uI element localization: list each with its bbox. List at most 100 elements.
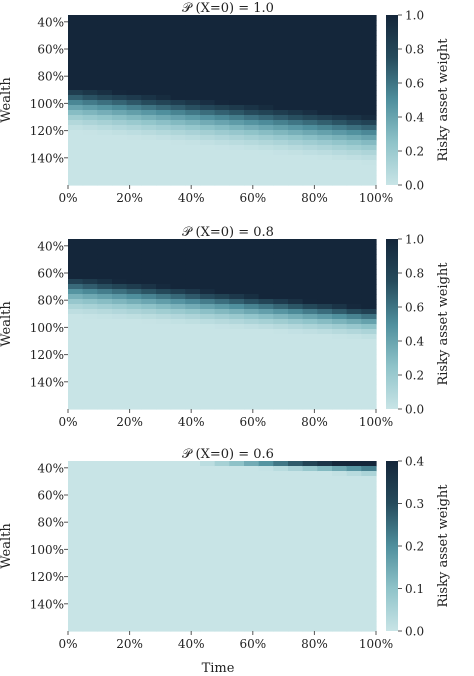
heatmap-cell [156,50,172,56]
heatmap-cell [273,551,289,557]
heatmap-cell [244,130,260,136]
heatmap-cell [317,314,333,320]
heatmap-cell [244,279,260,285]
heatmap-cell [361,486,377,492]
heatmap-cell [97,125,113,131]
heatmap-cell [244,596,260,602]
heatmap-cell [112,576,128,582]
heatmap-cell [346,344,362,350]
heatmap-cell [258,135,274,141]
heatmap-cell [82,299,98,305]
heatmap-cell [126,35,142,41]
heatmap-cell [112,384,128,390]
heatmap-cell [156,339,172,345]
heatmap-cell [288,150,304,156]
heatmap-cell [185,90,201,96]
heatmap-cell [317,35,333,41]
heatmap-cell [200,621,216,627]
heatmap-cell [156,65,172,71]
heatmap-cell [317,334,333,340]
heatmap-cell [126,501,142,507]
heatmap-cell [156,239,172,245]
heatmap-cell [170,521,186,527]
heatmap-cell [258,364,274,370]
heatmap-cell [214,264,230,270]
heatmap-cell [200,35,216,41]
heatmap-cell [214,35,230,41]
heatmap-cell [112,511,128,517]
heatmap-cell [82,150,98,156]
heatmap-cell [302,314,318,320]
heatmap-cell [302,170,318,176]
heatmap-cell [317,249,333,255]
heatmap-cell [185,145,201,151]
heatmap-cell [214,130,230,136]
heatmap-cell [361,329,377,335]
heatmap-cell [112,264,128,270]
heatmap-cell [258,294,274,300]
colorbar-tick-label: 0.6 [405,77,424,91]
heatmap-cell [244,30,260,36]
heatmap-cell [229,274,245,280]
heatmap-cell [126,389,142,395]
heatmap-cell [141,115,157,121]
heatmap-cell [229,561,245,567]
heatmap-cell [346,349,362,355]
heatmap-cell [112,309,128,315]
heatmap-cell [126,115,142,121]
y-axis-label: Wealth [0,523,14,569]
heatmap-cell [185,30,201,36]
heatmap-cell [288,394,304,400]
heatmap-cell [82,264,98,270]
heatmap-cell [229,304,245,310]
heatmap-cell [112,175,128,181]
heatmap-cell [361,55,377,61]
heatmap-cell [170,546,186,552]
heatmap-cell [185,100,201,106]
heatmap-cell [273,541,289,547]
heatmap-cell [126,239,142,245]
heatmap-cell [141,541,157,547]
heatmap-cell [229,601,245,607]
heatmap-cell [156,616,172,622]
heatmap-cell [273,349,289,355]
heatmap-cell [317,576,333,582]
heatmap-cell [229,180,245,186]
heatmap-cell [346,329,362,335]
heatmap-cell [229,394,245,400]
heatmap-cell [258,125,274,131]
heatmap-cell [346,289,362,295]
heatmap-cell [185,95,201,101]
heatmap-cell [185,531,201,537]
heatmap-cell [112,491,128,497]
heatmap-cell [361,259,377,265]
heatmap-cell [97,289,113,295]
heatmap-cell [97,329,113,335]
heatmap-cell [317,105,333,111]
heatmap-cell [126,541,142,547]
heatmap-cell [258,289,274,295]
heatmap-cell [317,586,333,592]
heatmap-cell [273,339,289,345]
heatmap-cell [126,616,142,622]
heatmap-cell [214,90,230,96]
heatmap-cell [302,20,318,26]
heatmap-cell [156,364,172,370]
heatmap-cell [258,80,274,86]
heatmap-cell [200,284,216,290]
heatmap-cell [82,95,98,101]
heatmap-cell [273,314,289,320]
heatmap-cell [200,571,216,577]
heatmap-cell [156,145,172,151]
heatmap-cell [273,110,289,116]
heatmap-cell [244,384,260,390]
heatmap-cell [273,359,289,365]
heatmap-cell [361,621,377,627]
heatmap-cell [156,324,172,330]
heatmap-cell [97,299,113,305]
heatmap-cell [244,531,260,537]
heatmap-cell [229,566,245,572]
heatmap-cell [185,65,201,71]
heatmap-cell [229,70,245,76]
heatmap-cell [302,339,318,345]
